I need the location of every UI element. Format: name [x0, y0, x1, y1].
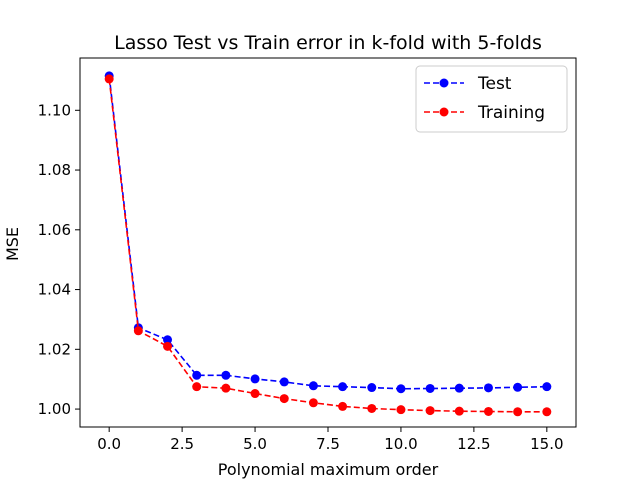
data-point-training — [192, 382, 202, 392]
data-point-training — [163, 341, 173, 351]
data-point-training — [279, 394, 289, 404]
y-tick-label: 1.06 — [38, 221, 71, 239]
data-point-test — [454, 383, 464, 393]
data-point-training — [513, 407, 523, 417]
data-point-test — [542, 382, 552, 392]
data-point-training — [454, 406, 464, 416]
x-tick-label: 12.5 — [457, 435, 490, 453]
y-tick-label: 1.04 — [38, 281, 71, 299]
data-point-training — [221, 383, 231, 393]
plot-area — [104, 71, 552, 417]
y-tick-label: 1.00 — [38, 400, 71, 418]
data-point-test — [425, 383, 435, 393]
data-point-training — [308, 398, 318, 408]
data-point-test — [163, 335, 173, 345]
y-tick-label: 1.10 — [38, 101, 71, 119]
data-point-training — [425, 406, 435, 416]
x-tick-label: 5.0 — [243, 435, 267, 453]
data-point-training — [133, 326, 143, 336]
axis-ticks: 0.0 2.5 5.0 7.5 10.0 12.5 15.0 1.00 1.02 1.04 1.06… — [38, 101, 564, 453]
y-tick-label: 1.08 — [38, 161, 71, 179]
data-point-training — [483, 406, 493, 416]
x-axis-label: Polynomial maximum order — [218, 460, 439, 479]
x-tick-label: 2.5 — [170, 435, 194, 453]
data-point-training — [250, 389, 260, 399]
data-point-training — [542, 407, 552, 417]
data-point-training — [367, 403, 377, 413]
data-point-test — [250, 374, 260, 384]
data-point-training — [104, 74, 114, 84]
y-axis-label: MSE — [3, 227, 22, 261]
data-point-test — [367, 383, 377, 393]
x-tick-label: 15.0 — [530, 435, 563, 453]
y-axis-label-group: MSE — [3, 227, 22, 261]
x-tick-label: 7.5 — [316, 435, 340, 453]
legend-label-test: Test — [477, 74, 512, 94]
data-point-test — [308, 381, 318, 391]
axes-frame — [79, 57, 577, 428]
legend: Test Training — [415, 65, 568, 133]
data-point-test — [338, 382, 348, 392]
legend-label-training: Training — [477, 103, 545, 123]
x-tick-label: 10.0 — [384, 435, 417, 453]
y-tick-label: 1.02 — [38, 340, 71, 358]
legend-marker-training — [439, 107, 449, 117]
data-point-training — [396, 405, 406, 415]
data-point-test — [513, 382, 523, 392]
chart-title: Lasso Test vs Train error in k-fold with… — [114, 32, 542, 54]
data-point-training — [338, 401, 348, 411]
legend-marker-test — [439, 78, 449, 88]
series-line-training — [108, 78, 547, 413]
series-line-test — [108, 75, 547, 390]
x-tick-label: 0.0 — [97, 435, 121, 453]
data-point-test — [192, 370, 202, 380]
data-point-test — [396, 384, 406, 394]
data-point-test — [483, 383, 493, 393]
data-point-test — [279, 377, 289, 387]
data-point-test — [221, 370, 231, 380]
